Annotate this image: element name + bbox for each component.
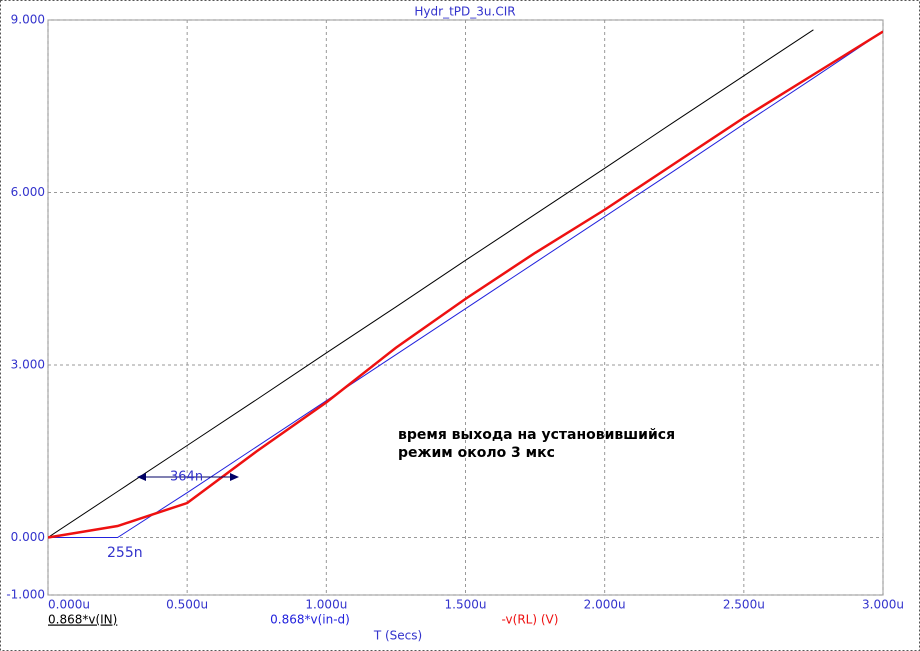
x-tick-label: 1.500u <box>445 598 487 612</box>
y-tick-label: 9.000 <box>11 13 45 27</box>
series-line <box>48 29 814 538</box>
x-tick-label: 2.000u <box>584 598 626 612</box>
annotation: время выхода на установившийся <box>398 427 675 443</box>
grid <box>47 19 884 596</box>
y-tick-label: 3.000 <box>11 358 45 372</box>
x-tick-label: 3.000u <box>862 598 904 612</box>
legend-entry: 0.868*v(in-d) <box>270 613 350 627</box>
legend-entry: -v(RL) (V) <box>502 613 559 627</box>
x-tick-label: 0.000u <box>48 598 90 612</box>
chart-title: Hydr_tPD_3u.CIR <box>414 5 515 19</box>
legend-entry: 0.868*v(IN) <box>48 613 117 627</box>
x-tick-label: 0.500u <box>166 598 208 612</box>
series-line <box>48 31 883 538</box>
lines <box>48 29 883 539</box>
y-tick-label: -1.000 <box>6 588 45 602</box>
y-tick-label: 0.000 <box>11 530 45 544</box>
annotation: режим около 3 мкс <box>398 445 555 461</box>
x-tick-label: 2.500u <box>723 598 765 612</box>
y-tick-label: 6.000 <box>11 185 45 199</box>
annotation: 364n <box>170 470 203 485</box>
series-line <box>48 30 883 539</box>
annotation: 255n <box>107 545 143 561</box>
x-axis-label: T (Secs) <box>373 629 422 643</box>
x-tick-label: 1.000u <box>305 598 347 612</box>
